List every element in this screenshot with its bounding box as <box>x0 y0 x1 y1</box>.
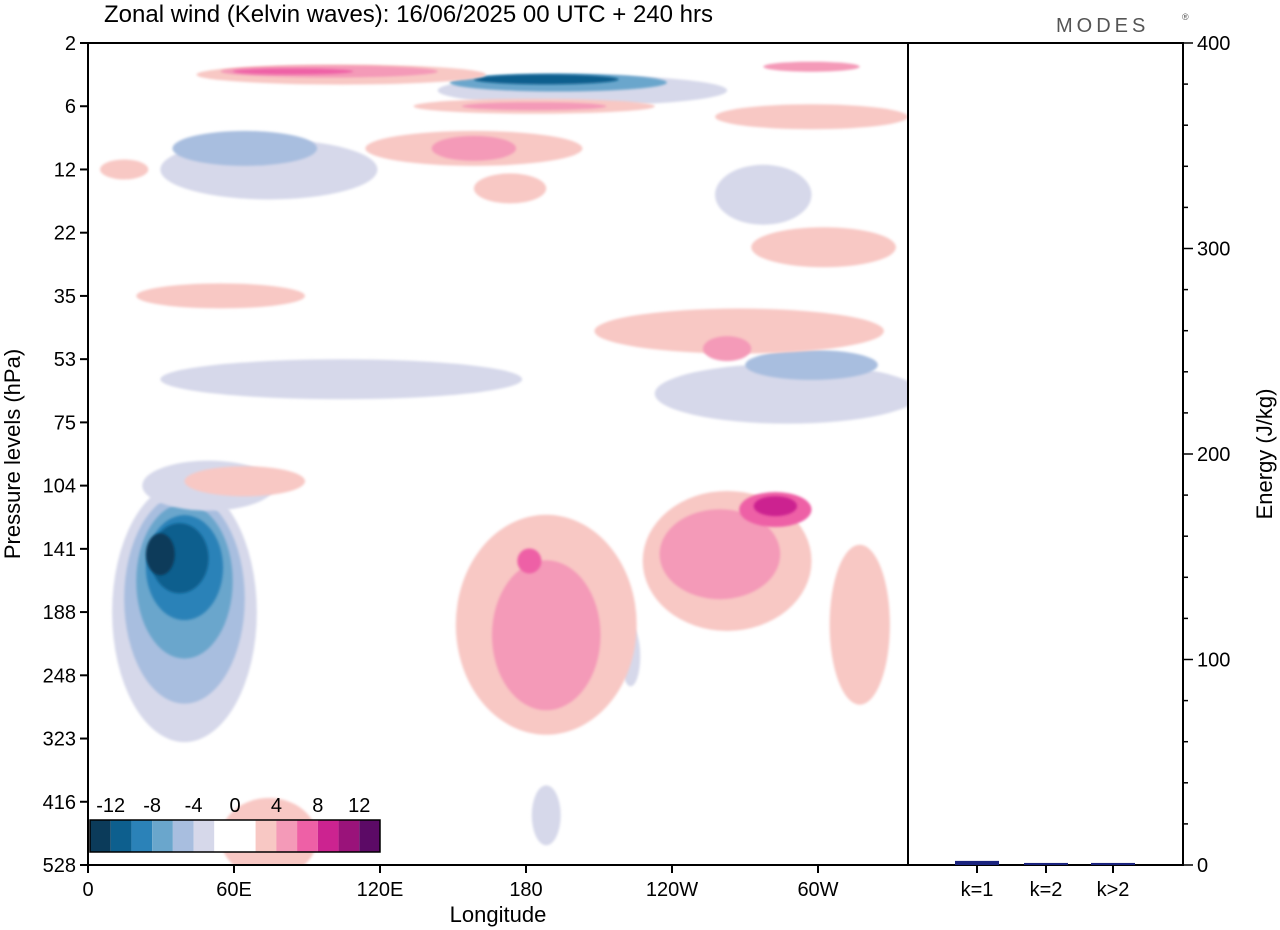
logo-text: MODES <box>1056 15 1149 37</box>
wind-anomaly-neg-15 <box>715 164 812 225</box>
energy-plot-frame <box>907 42 1184 866</box>
energy-category-label: k>2 <box>1097 879 1130 901</box>
y-tick-label: 528 <box>43 855 76 877</box>
colorbar-swatch <box>110 820 132 852</box>
colorbar-label: 4 <box>271 795 282 817</box>
colorbar-label: -4 <box>185 795 203 817</box>
colorbar-swatch <box>338 820 360 852</box>
y-tick-label: 248 <box>43 665 76 687</box>
wind-anomaly-pos-26 <box>703 336 752 362</box>
x-tick-label: 120E <box>357 879 404 901</box>
wind-anomaly-neg-7 <box>160 359 523 400</box>
colorbar-label: 8 <box>312 795 323 817</box>
x-tick-label: 60W <box>797 879 838 901</box>
y-tick-label: 53 <box>54 349 76 371</box>
energy-bars: k=1 k=2 k>2 <box>955 860 1135 901</box>
wind-anomaly-pos-38 <box>715 104 908 130</box>
wind-anomaly-pos-22 <box>659 509 781 600</box>
colorbar-swatch <box>297 820 318 852</box>
colorbar-swatch <box>214 820 235 852</box>
wind-anomaly-pos-20 <box>517 548 542 574</box>
x-tick-label: 60E <box>216 879 252 901</box>
y-tick-label: 416 <box>43 792 76 814</box>
colorbar-swatch <box>235 820 256 852</box>
wind-anomaly-pos-27 <box>136 283 306 309</box>
energy-axis: 0 100 200 300 400 <box>1183 33 1230 877</box>
wind-anomaly-pos-42 <box>473 173 547 204</box>
x-tick-label: 0 <box>82 879 93 901</box>
colorbar-swatch <box>131 820 153 852</box>
y-axis-label: Pressure levels (hPa) <box>0 349 25 559</box>
colorbar-label: -8 <box>143 795 161 817</box>
y-tick-label: 6 <box>65 96 76 118</box>
wind-anomaly-neg-5 <box>145 533 175 576</box>
y-tick-label: 188 <box>43 602 76 624</box>
chart-title: Zonal wind (Kelvin waves): 16/06/2025 00… <box>104 1 713 28</box>
wind-anomaly-pos-24 <box>753 496 798 517</box>
longitude-axis: 0 60E 120E 180 120W 60W <box>82 865 839 901</box>
wind-anomaly-neg-14 <box>745 349 878 380</box>
energy-tick-label: 200 <box>1197 444 1230 466</box>
wind-anomaly-neg-13 <box>654 363 908 424</box>
modes-logo: MODES ® <box>1056 12 1189 37</box>
colorbar-swatch <box>255 820 277 852</box>
wind-field <box>100 61 908 865</box>
y-tick-label: 12 <box>54 159 76 181</box>
energy-bar-1 <box>955 860 999 865</box>
wind-anomaly-pos-41 <box>100 159 149 180</box>
colorbar-label: 12 <box>348 795 370 817</box>
wind-anomaly-pos-25 <box>594 308 884 354</box>
wind-anomaly-pos-28 <box>184 466 306 497</box>
wind-anomaly-pos-19 <box>491 560 601 711</box>
energy-bar-2 <box>1024 862 1068 865</box>
wind-anomaly-pos-40 <box>751 227 896 268</box>
wind-anomaly-neg-16 <box>531 785 561 846</box>
colorbar-swatch <box>193 820 215 852</box>
energy-bar-3 <box>1091 862 1135 865</box>
colorbar-swatch <box>276 820 298 852</box>
energy-tick-label: 0 <box>1197 855 1208 877</box>
y-tick-label: 104 <box>43 476 76 498</box>
colorbar-label: -12 <box>96 795 125 817</box>
energy-category-label: k=2 <box>1030 879 1063 901</box>
x-tick-label: 120W <box>646 879 698 901</box>
y-tick-label: 22 <box>54 223 76 245</box>
colorbar-swatch <box>90 820 111 852</box>
colorbar: -12 -8 -4 0 4 8 12 <box>89 795 381 853</box>
wind-anomaly-pos-32 <box>431 135 517 161</box>
y-tick-label: 2 <box>65 33 76 55</box>
colorbar-swatch <box>152 820 173 852</box>
colorbar-swatch <box>172 820 194 852</box>
energy-tick-label: 100 <box>1197 650 1230 672</box>
pressure-axis: 2 6 12 22 35 53 75 104 141 188 248 323 416 528 <box>43 33 88 877</box>
colorbar-label: 0 <box>229 795 240 817</box>
y-tick-label: 35 <box>54 286 76 308</box>
x-tick-label: 180 <box>509 879 542 901</box>
colorbar-swatch <box>317 820 339 852</box>
colorbar-swatch <box>359 820 380 852</box>
y-tick-label: 141 <box>43 539 76 561</box>
wind-anomaly-pos-37 <box>232 68 354 75</box>
energy-tick-label: 300 <box>1197 239 1230 261</box>
wind-anomaly-pos-30 <box>829 544 890 705</box>
wind-anomaly-pos-39 <box>763 61 860 72</box>
x-axis-label: Longitude <box>450 902 547 927</box>
energy-tick-label: 400 <box>1197 33 1230 55</box>
energy-category-label: k=1 <box>961 879 994 901</box>
logo-mark: ® <box>1182 12 1189 22</box>
y-tick-label: 75 <box>54 412 76 434</box>
energy-axis-label: Energy (J/kg) <box>1252 389 1277 520</box>
colorbar-frame <box>89 819 381 853</box>
wind-anomaly-pos-34 <box>461 102 607 111</box>
y-tick-label: 323 <box>43 729 76 751</box>
wind-anomaly-neg-9 <box>172 130 318 166</box>
wind-anomaly-neg-12 <box>473 74 619 85</box>
